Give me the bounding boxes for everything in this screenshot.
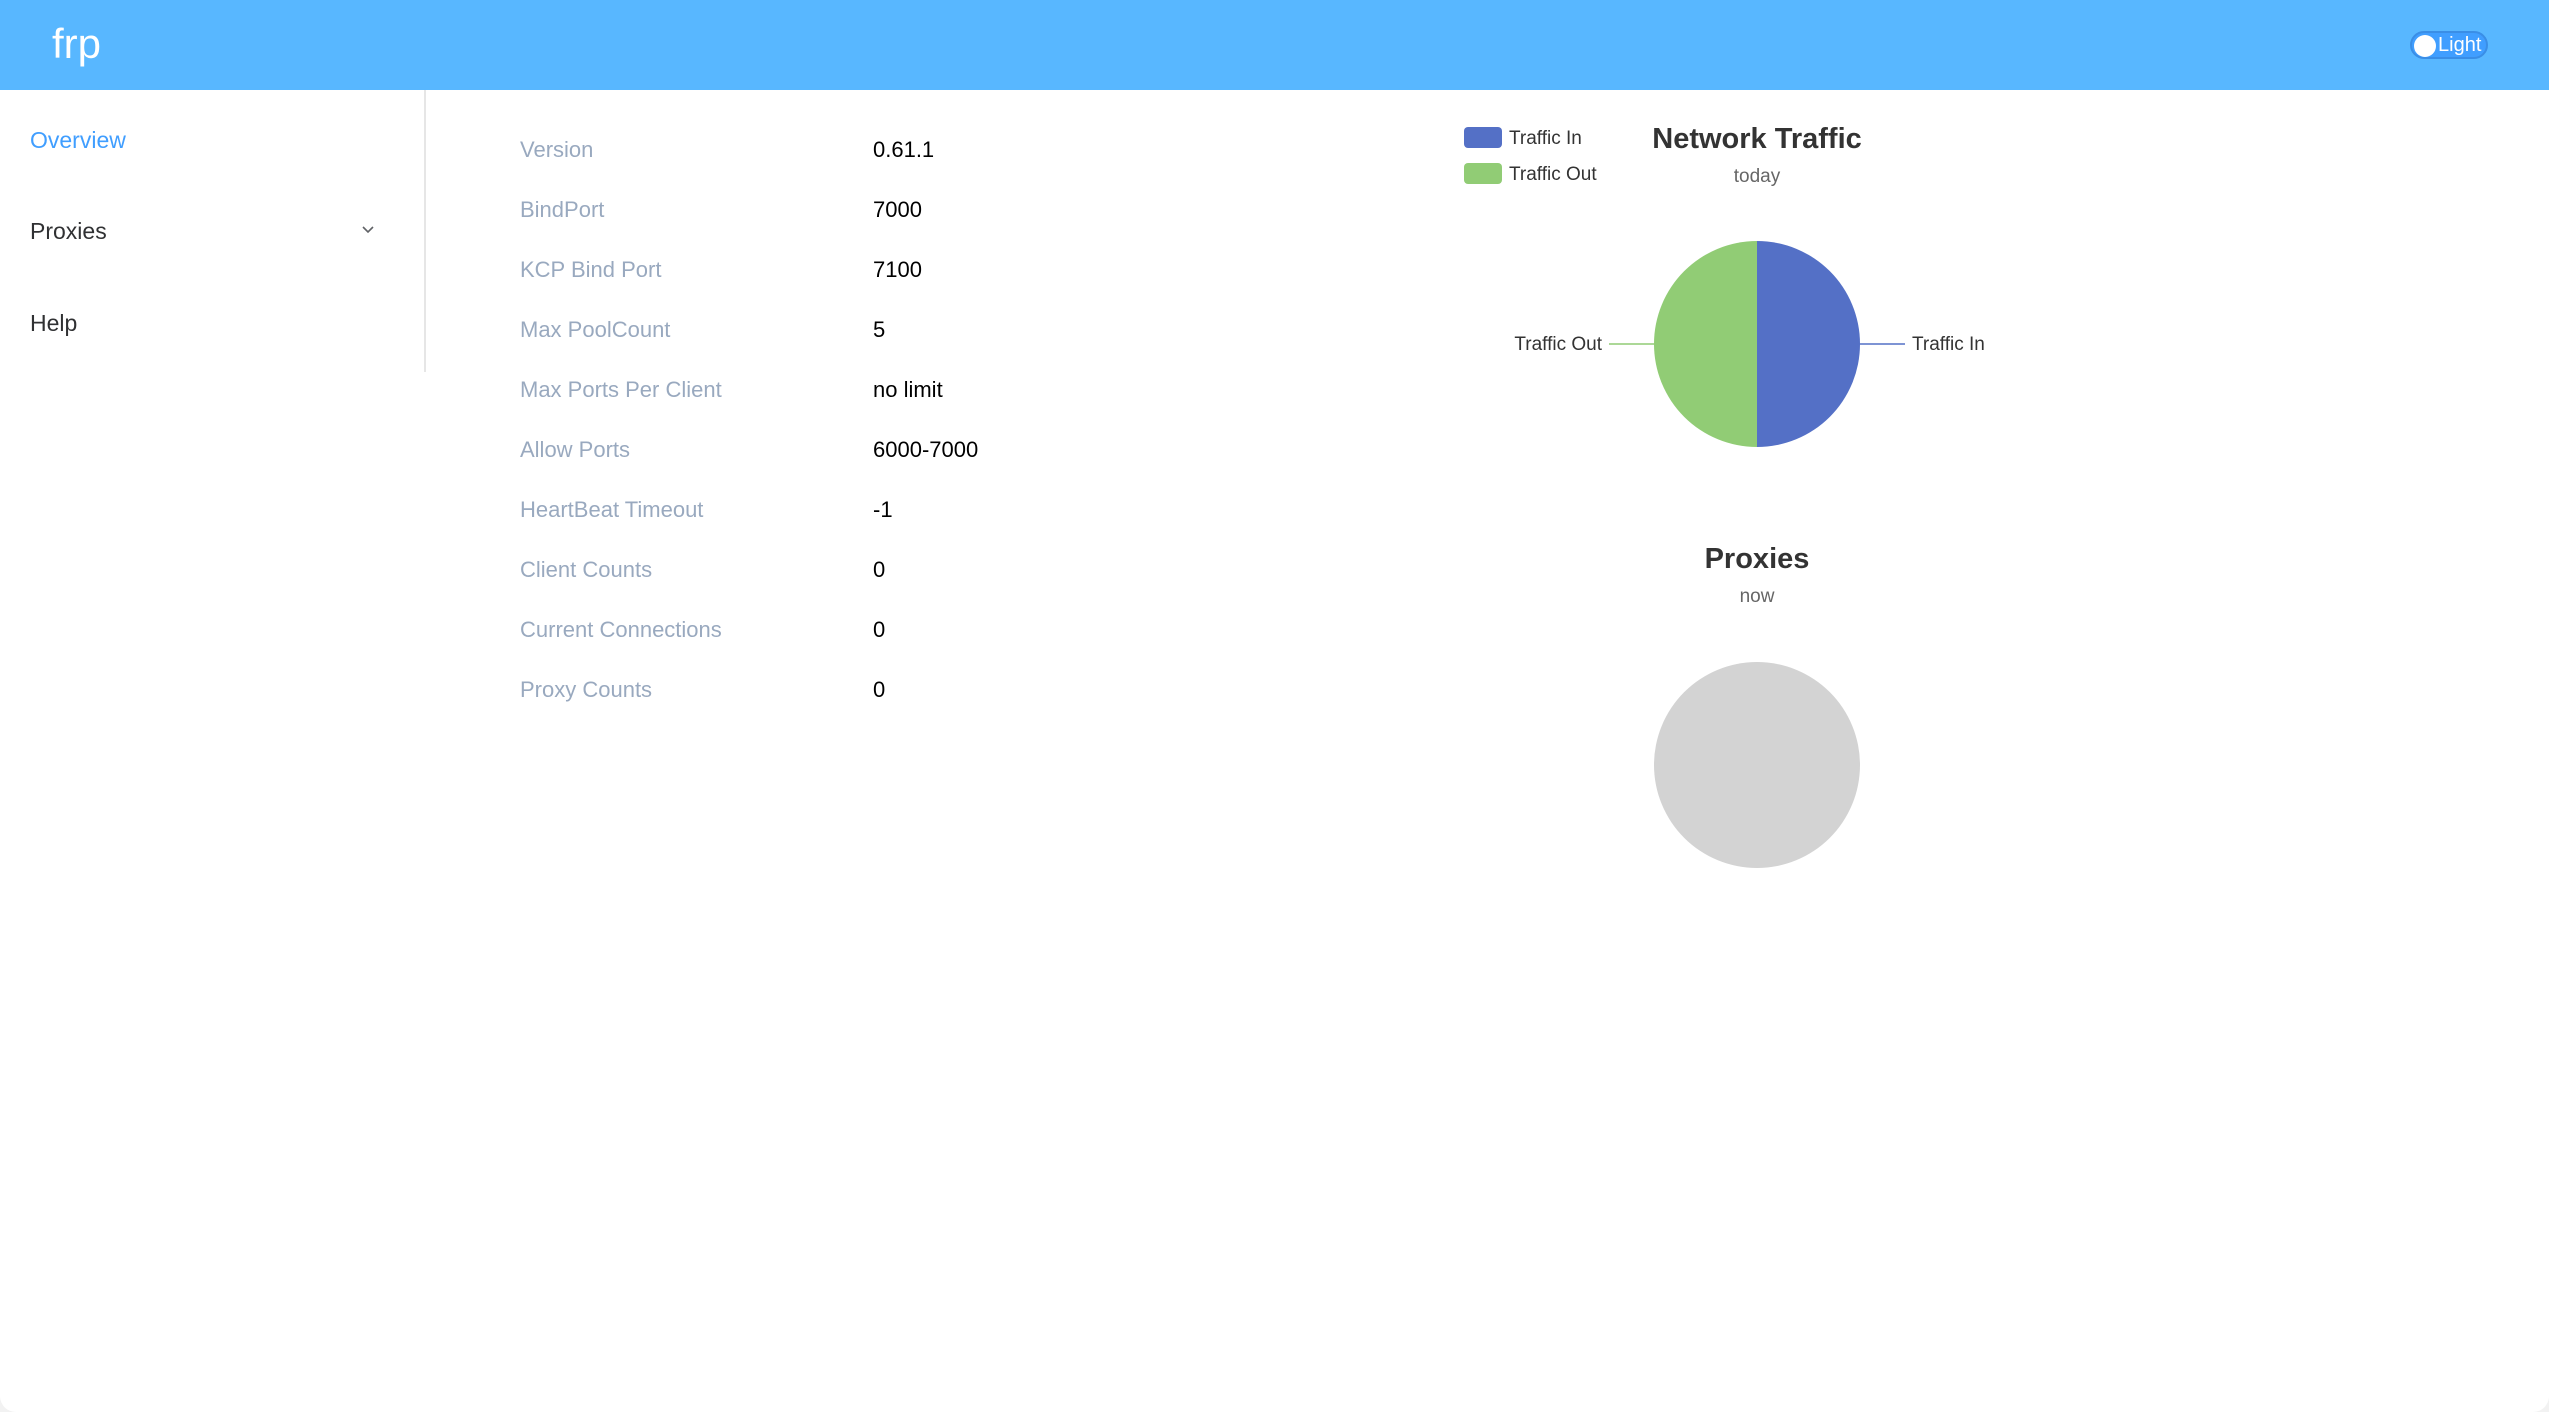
info-row-client-counts: Client Counts 0 <box>520 550 1120 590</box>
info-value: no limit <box>873 377 943 402</box>
proxies-chart-subtitle: now <box>1740 586 1775 607</box>
info-label: KCP Bind Port <box>520 257 662 282</box>
info-row-max-poolcount: Max PoolCount 5 <box>520 310 1120 350</box>
info-label: Client Counts <box>520 557 653 582</box>
info-label: Max Ports Per Client <box>520 377 722 402</box>
info-row-max-ports-per-client: Max Ports Per Client no limit <box>520 370 1120 410</box>
legend-swatch-traffic-in[interactable] <box>1464 127 1502 148</box>
info-value: 6000-7000 <box>873 437 979 462</box>
sidebar-item-help[interactable]: Help <box>30 310 78 336</box>
info-label: Max PoolCount <box>520 317 671 342</box>
info-label: BindPort <box>520 197 605 222</box>
brand-logo[interactable]: frp <box>52 20 102 67</box>
info-row-bindport: BindPort 7000 <box>520 190 1120 230</box>
slice-label-traffic-out: Traffic Out <box>1514 334 1602 355</box>
info-row-current-connections: Current Connections 0 <box>520 610 1120 650</box>
info-label: Current Connections <box>520 617 722 642</box>
traffic-pie <box>1654 241 1860 447</box>
proxies-chart-title: Proxies <box>1705 543 1810 575</box>
proxies-chart: Proxies now <box>1654 543 1860 868</box>
theme-label: Light <box>2438 34 2482 56</box>
info-row-allow-ports: Allow Ports 6000-7000 <box>520 430 1120 470</box>
info-value: 0 <box>873 557 886 582</box>
info-row-proxy-counts: Proxy Counts 0 <box>520 670 1120 710</box>
info-label: Proxy Counts <box>520 677 653 702</box>
legend-swatch-traffic-out[interactable] <box>1464 163 1502 184</box>
info-row-kcp-bind-port: KCP Bind Port 7100 <box>520 250 1120 290</box>
theme-toggle[interactable]: Light <box>2410 31 2488 59</box>
pie-slice-traffic-out[interactable] <box>1654 241 1757 447</box>
info-label: Version <box>520 137 594 162</box>
sidebar-menu: Overview Proxies Help <box>0 90 426 372</box>
info-value: 0 <box>873 617 886 642</box>
info-value: 7000 <box>873 197 922 222</box>
sidebar-item-proxies[interactable]: Proxies <box>30 218 107 244</box>
info-value: -1 <box>873 497 893 522</box>
info-value: 0 <box>873 677 886 702</box>
pie-slice-traffic-in[interactable] <box>1757 241 1860 447</box>
info-label: HeartBeat Timeout <box>520 497 704 522</box>
network-traffic-title: Network Traffic <box>1652 123 1862 155</box>
proxies-empty-pie <box>1654 662 1860 868</box>
top-header: frp Light <box>0 0 2549 90</box>
info-row-version: Version 0.61.1 <box>520 130 1120 170</box>
network-traffic-subtitle: today <box>1734 166 1781 187</box>
slice-label-traffic-in: Traffic In <box>1912 334 1985 355</box>
chevron-down-icon[interactable] <box>360 222 376 238</box>
legend-label-traffic-in[interactable]: Traffic In <box>1509 128 1582 149</box>
info-value: 7100 <box>873 257 922 282</box>
info-value: 5 <box>873 317 886 342</box>
sidebar-item-overview[interactable]: Overview <box>30 127 126 153</box>
info-row-heartbeat-timeout: HeartBeat Timeout -1 <box>520 490 1120 530</box>
info-value: 0.61.1 <box>873 137 935 162</box>
network-traffic-chart: Traffic In Traffic Out Network Traffic t… <box>1464 123 1985 447</box>
info-label: Allow Ports <box>520 437 631 462</box>
toggle-knob <box>2414 35 2436 57</box>
legend-label-traffic-out[interactable]: Traffic Out <box>1509 164 1597 185</box>
